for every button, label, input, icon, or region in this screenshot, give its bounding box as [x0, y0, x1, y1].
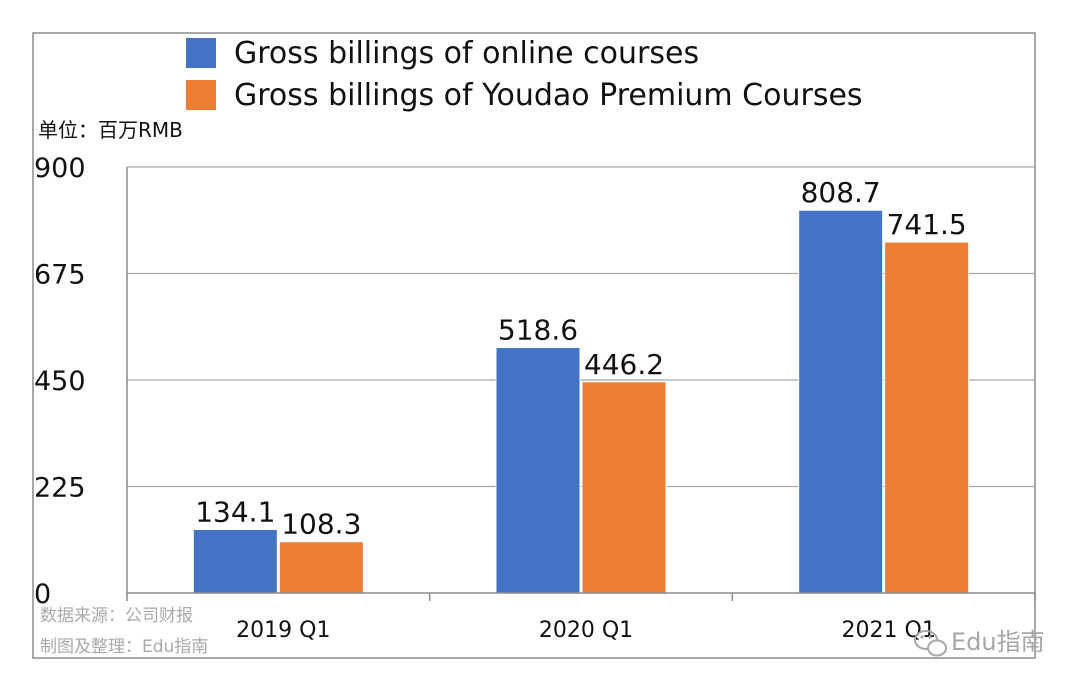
data-label: 808.7 [801, 176, 881, 209]
bar-online-courses-2 [495, 347, 581, 594]
legend-swatch-online-courses [186, 38, 216, 68]
data-label: 108.3 [281, 508, 361, 541]
y-tick-label: 0 [34, 579, 51, 610]
bar-online-courses-1 [192, 529, 278, 594]
legend-label-youdao-premium: Gross billings of Youdao Premium Courses [234, 78, 863, 113]
bar-youdao-premium-2 [581, 381, 667, 594]
data-label: 518.6 [498, 314, 578, 347]
legend-item-youdao-premium: Gross billings of Youdao Premium Courses [186, 78, 863, 113]
y-tick-label: 900 [34, 153, 86, 184]
y-tick-label: 450 [34, 366, 86, 397]
legend-item-online-courses: Gross billings of online courses [186, 36, 699, 71]
bars [192, 209, 970, 594]
data-label: 446.2 [584, 348, 664, 381]
wechat-icon [914, 630, 947, 657]
data-label: 741.5 [887, 208, 967, 241]
axes [126, 167, 1036, 601]
legend: Gross billings of online courses Gross b… [186, 36, 863, 113]
y-tick-label: 675 [34, 260, 86, 291]
y-tick-labels: 0 225 450 675 900 [34, 153, 86, 610]
data-label: 134.1 [195, 496, 275, 529]
source-note: 数据来源：公司财报 制图及整理：Edu指南 [40, 606, 208, 657]
x-tick-label: 2021 Q1 [842, 618, 936, 643]
bar-youdao-premium-1 [278, 541, 364, 594]
source-line-data: 数据来源：公司财报 [40, 606, 193, 626]
watermark-text: Edu指南 [951, 628, 1045, 656]
x-tick-label: 2019 Q1 [236, 618, 330, 643]
x-tick-labels: 2019 Q1 2020 Q1 2021 Q1 [236, 618, 936, 643]
bar-youdao-premium-3 [884, 241, 970, 594]
source-line-credit: 制图及整理：Edu指南 [40, 637, 208, 657]
legend-swatch-youdao-premium [186, 80, 216, 110]
legend-label-online-courses: Gross billings of online courses [234, 36, 699, 71]
gridlines [127, 166, 1035, 488]
watermark: Edu指南 [914, 628, 1045, 657]
unit-label: 单位：百万RMB [38, 118, 183, 142]
bar-online-courses-3 [798, 209, 884, 594]
chart-frame [32, 32, 1036, 659]
x-tick-label: 2020 Q1 [539, 618, 633, 643]
y-tick-label: 225 [34, 473, 86, 504]
